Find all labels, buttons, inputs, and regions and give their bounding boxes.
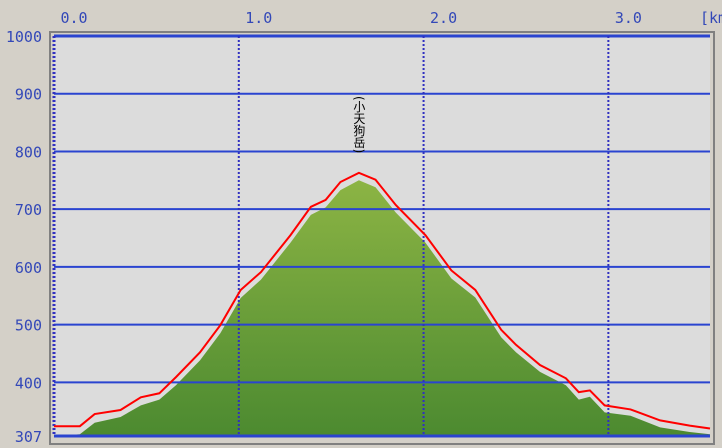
y-tick-label: 700 xyxy=(15,201,42,219)
x-tick-label: 2.0 xyxy=(430,9,457,27)
y-tick-label: 900 xyxy=(15,86,42,104)
y-tick-label: 307 xyxy=(15,428,42,446)
x-unit-label: [km] xyxy=(700,9,722,27)
y-tick-label: 800 xyxy=(15,143,42,161)
y-tick-label: 400 xyxy=(15,374,42,392)
x-tick-label: 3.0 xyxy=(615,9,642,27)
y-tick-label: 1000 xyxy=(6,28,42,46)
elevation-line xyxy=(54,171,711,430)
x-tick-label: 0.0 xyxy=(60,9,87,27)
y-tick-label: 500 xyxy=(15,317,42,335)
peak-label: (小天狗岳) xyxy=(351,96,366,154)
plot-frame xyxy=(49,31,715,445)
x-tick-label: 1.0 xyxy=(245,9,272,27)
terrain-area xyxy=(54,180,710,436)
y-tick-label: 600 xyxy=(15,259,42,277)
